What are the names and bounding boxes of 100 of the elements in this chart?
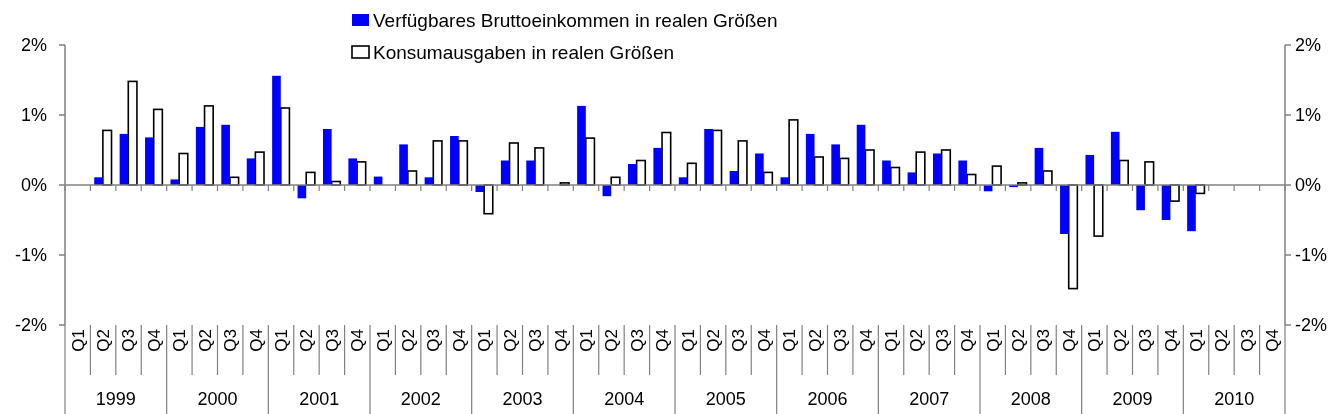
- bar: [653, 147, 663, 185]
- bar: [475, 185, 485, 192]
- x-tick-label: Q2: [94, 329, 114, 352]
- x-tick-label: Q4: [246, 329, 266, 352]
- y2-tick-label: 2%: [1295, 35, 1322, 56]
- x-tick-label: Q3: [424, 329, 444, 352]
- y2-tick-label: 0%: [1295, 175, 1322, 196]
- bar: [1110, 131, 1120, 185]
- x-tick-label: Q2: [500, 329, 520, 352]
- bar: [195, 126, 205, 185]
- bar: [322, 129, 332, 185]
- x-tick-label: Q3: [831, 329, 851, 352]
- x-tick-label: Q3: [1136, 329, 1156, 352]
- bar: [432, 140, 443, 186]
- x-tick-label: Q2: [1110, 329, 1130, 352]
- x-tick-label: Q3: [1034, 329, 1054, 352]
- x-tick-label: Q3: [526, 329, 546, 352]
- bar: [831, 144, 840, 185]
- text: 2001: [299, 389, 340, 409]
- bar: [627, 164, 637, 185]
- bar: [450, 136, 459, 185]
- bar: [704, 129, 713, 185]
- x-tick-label: Q3: [729, 329, 749, 352]
- x-tick-label: Q4: [551, 329, 571, 352]
- bar: [119, 133, 129, 185]
- bar: [1067, 184, 1079, 290]
- bar: [882, 160, 891, 185]
- x-tick-label: Q3: [119, 329, 139, 352]
- x-tick-label: Q2: [297, 329, 317, 352]
- x-tick-label: Q3: [932, 329, 952, 352]
- x-tick-label: Q1: [678, 329, 698, 352]
- x-tick-label: Q4: [1059, 329, 1079, 352]
- x-tick-label: Q4: [1161, 329, 1181, 352]
- bar: [254, 151, 265, 186]
- x-tick-label: Q1: [1085, 329, 1105, 352]
- x-tick-label: Q2: [1009, 329, 1029, 352]
- legend-label: Konsumausgaben in realen Größen: [373, 41, 675, 63]
- y-tick-label: 1%: [20, 105, 47, 126]
- bar: [500, 160, 510, 185]
- bar: [1136, 185, 1145, 211]
- y-tick-label: -2%: [14, 315, 47, 336]
- text: 2009: [1112, 389, 1153, 409]
- bar: [755, 153, 764, 185]
- bar: [856, 124, 866, 185]
- x-tick-label: Q3: [1237, 329, 1257, 352]
- x-tick-label: Q2: [602, 329, 622, 352]
- x-tick-label: Q2: [195, 329, 215, 352]
- x-tick-label: Q1: [68, 329, 88, 352]
- bar: [780, 177, 790, 185]
- x-tick-label: Q2: [704, 329, 724, 352]
- bar: [221, 124, 230, 185]
- bar: [399, 144, 408, 185]
- bar: [348, 158, 358, 185]
- bar: [1034, 147, 1044, 185]
- x-tick-label: Q4: [1263, 329, 1283, 352]
- bar: [305, 171, 316, 186]
- text: 2003: [502, 389, 543, 409]
- bar: [102, 129, 113, 186]
- x-tick-label: Q4: [754, 329, 774, 352]
- text: 2004: [604, 389, 645, 409]
- x-tick-label: Q1: [271, 329, 291, 352]
- x-tick-label: Q4: [856, 329, 876, 352]
- bar: [1187, 185, 1196, 232]
- y-tick-label: 2%: [20, 35, 47, 56]
- text: 2008: [1010, 389, 1051, 409]
- text: 2000: [197, 389, 238, 409]
- x-tick-label: Q1: [983, 329, 1003, 352]
- bar: [178, 152, 189, 186]
- y2-tick-label: -2%: [1295, 315, 1328, 336]
- bar: [94, 177, 103, 185]
- text: 1999: [95, 389, 136, 409]
- y-tick-label: 0%: [20, 175, 47, 196]
- bar: [932, 153, 942, 185]
- bar: [246, 158, 256, 185]
- legend-label: Verfügbares Bruttoeinkommen in realen Größen: [373, 9, 778, 31]
- x-tick-label: Q4: [958, 329, 978, 352]
- text: 2002: [400, 389, 441, 409]
- y2-tick-label: 1%: [1295, 105, 1322, 126]
- bar: [272, 75, 281, 185]
- x-tick-label: Q2: [907, 329, 927, 352]
- x-tick-label: Q1: [1186, 329, 1206, 352]
- bar: [127, 80, 138, 186]
- bar: [577, 105, 586, 185]
- x-tick-label: Q4: [144, 329, 164, 352]
- x-tick-label: Q1: [780, 329, 800, 352]
- bar: [1060, 185, 1069, 234]
- bar: [526, 160, 535, 185]
- bar: [1093, 184, 1104, 237]
- bar: [145, 137, 154, 185]
- x-tick-label: Q3: [322, 329, 342, 352]
- bar: [483, 184, 494, 215]
- bar: [1161, 185, 1171, 220]
- bar: [915, 151, 926, 186]
- x-tick-label: Q3: [221, 329, 241, 352]
- bar: [170, 179, 180, 185]
- bar: [864, 149, 875, 186]
- x-tick-label: Q1: [475, 329, 495, 352]
- y-tick-label: -1%: [14, 245, 47, 266]
- x-tick-label: Q1: [576, 329, 596, 352]
- x-tick-label: Q2: [805, 329, 825, 352]
